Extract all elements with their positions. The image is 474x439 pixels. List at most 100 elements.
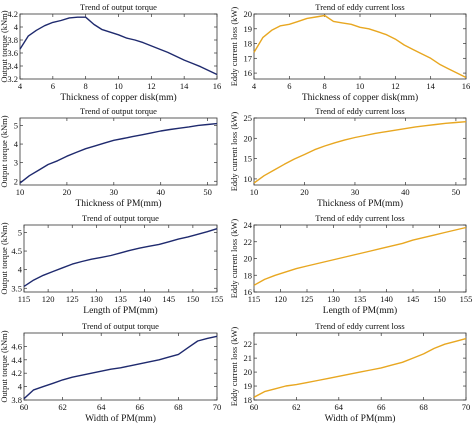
chart-title: Trend of output torque [80,106,157,116]
chart-title: Trend of output torque [82,321,159,331]
y-tick-label: 4.2 [7,9,18,19]
y-tick-label: 4.2 [11,368,22,378]
y-tick-label: 4.4 [11,355,22,365]
x-tick-label: 135 [354,294,367,304]
series-line [253,14,467,79]
y-axis-label: Eddy current loss (kW) [229,327,239,407]
chart-2: Trend of eddy current loss 4 6 8 10 12 14 16 16 1… [229,2,470,103]
chart-4: Trend of eddy current loss 10 20 30 40 50 10 15… [229,106,467,209]
chart-6: Trend of eddy current loss 115 120 125 130 13… [229,213,472,316]
y-tick-label: 4.5 [11,246,22,256]
x-tick-label: 16 [213,81,222,91]
x-tick-label: 145 [162,294,175,304]
x-tick-label: 70 [213,402,222,412]
x-tick-label: 66 [136,402,145,412]
chart-8: Trend of eddy current loss 60 62 64 66 68 70 18… [229,321,470,424]
series-line [19,16,218,76]
plot-frame [253,332,467,401]
y-tick-label: 5 [18,227,22,237]
chart-title: Trend of eddy current loss [315,321,404,331]
x-tick-label: 10 [114,81,123,91]
x-tick-label: 130 [90,294,103,304]
chart-title: Trend of output torque [80,2,157,12]
plot-frame [23,332,218,401]
x-axis-label: Length of PM(mm) [83,305,157,316]
x-tick-label: 135 [114,294,127,304]
y-tick-label: 4.6 [11,341,22,351]
x-tick-label: 40 [156,187,165,197]
series-line [253,121,467,184]
y-tick-label: 2 [14,176,18,186]
y-tick-label: 24 [244,220,253,230]
chart-7: Trend of output torque 60 62 64 66 68 70 3.8 4 4.… [0,321,221,424]
y-tick-label: 4 [18,265,23,275]
y-axis-label: Eddy current loss (kW) [229,219,239,299]
y-tick-label: 18 [244,270,253,280]
x-tick-label: 125 [66,294,79,304]
chart-5: Trend of output torque 115 120 125 130 135 140… [0,213,223,316]
chart-title: Trend of output torque [82,213,159,223]
x-tick-label: 16 [462,81,471,91]
x-tick-label: 62 [58,402,67,412]
x-tick-label: 125 [301,294,314,304]
chart-3: Trend of output torque 10 20 30 40 50 2 3 4 5 Thic… [0,106,218,209]
x-tick-label: 12 [147,81,156,91]
plot-frame [253,13,467,80]
y-axis-label: Output torque (kNm) [0,330,9,402]
x-tick-label: 10 [356,81,365,91]
series-line [23,335,218,400]
y-tick-label: 22 [244,339,253,349]
x-tick-label: 140 [138,294,151,304]
x-tick-label: 145 [407,294,420,304]
series-line [19,122,218,184]
chart-title: Trend of eddy current loss [315,213,404,223]
series-line [253,226,467,286]
plot-frame [19,117,218,186]
y-axis-label: Output torque (kNm) [0,115,9,187]
x-tick-label: 20 [300,187,309,197]
y-tick-label: 20 [244,367,253,377]
x-tick-label: 70 [462,402,471,412]
x-tick-label: 10 [250,187,259,197]
x-tick-label: 68 [174,402,183,412]
x-tick-label: 64 [335,402,344,412]
y-tick-label: 3.2 [7,74,18,84]
x-axis-label: Length of PM(mm) [323,305,397,316]
y-tick-label: 25 [244,113,253,123]
x-tick-label: 120 [274,294,287,304]
x-axis-label: Thickness of copper disk(mm) [60,92,176,103]
x-tick-label: 12 [391,81,400,91]
y-tick-label: 20 [244,254,253,264]
y-tick-label: 3.8 [7,35,18,45]
x-tick-label: 14 [180,81,189,91]
chart-title: Trend of eddy current loss [315,2,404,12]
y-tick-label: 4 [14,139,19,149]
x-tick-label: 50 [452,187,461,197]
x-tick-label: 50 [203,187,212,197]
y-tick-label: 18 [244,39,253,49]
x-tick-label: 8 [84,81,88,91]
y-axis-label: Eddy current loss (kW) [229,112,239,192]
y-tick-label: 10 [244,174,253,184]
x-tick-label: 62 [292,402,301,412]
series-line [253,337,467,398]
x-tick-label: 60 [20,402,29,412]
x-tick-label: 64 [97,402,106,412]
x-tick-label: 66 [377,402,386,412]
y-tick-label: 3 [14,158,18,168]
y-tick-label: 3.5 [11,283,22,293]
x-tick-label: 68 [419,402,428,412]
x-tick-label: 6 [287,81,291,91]
y-tick-label: 21 [244,353,253,363]
y-tick-label: 20 [244,9,253,19]
x-tick-label: 60 [250,402,259,412]
y-tick-label: 20 [244,133,253,143]
x-tick-label: 6 [51,81,55,91]
x-tick-label: 4 [252,81,257,91]
y-tick-label: 18 [244,395,253,405]
x-tick-label: 150 [187,294,200,304]
y-tick-label: 16 [244,287,253,297]
x-tick-label: 120 [42,294,55,304]
x-axis-label: Thickness of PM(mm) [317,198,403,209]
x-axis-label: Thickness of PM(mm) [75,198,161,209]
